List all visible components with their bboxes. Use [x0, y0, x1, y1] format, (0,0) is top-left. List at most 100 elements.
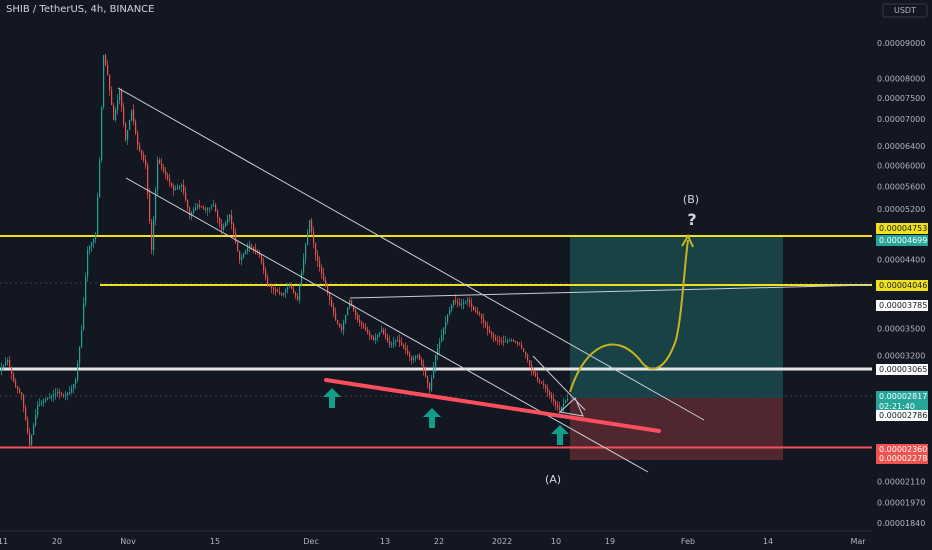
- candle-body: [455, 300, 457, 302]
- candle-body: [25, 407, 27, 420]
- x-tick-label: 22: [434, 537, 444, 546]
- currency-label: USDT: [894, 6, 916, 15]
- candle-body: [227, 218, 229, 223]
- candle-body: [11, 367, 13, 375]
- trend-line[interactable]: [125, 177, 649, 473]
- price-tag-label: 0.00003065: [879, 365, 927, 374]
- candle-body: [435, 355, 437, 367]
- candle-body: [41, 402, 43, 404]
- x-tick-label: 15: [210, 537, 220, 546]
- price-tag[interactable]: 0.00004046: [876, 280, 928, 291]
- candle-body: [327, 286, 329, 294]
- candle-body: [489, 330, 491, 333]
- candle-body: [391, 343, 393, 345]
- candle-body: [173, 186, 175, 190]
- price-tag[interactable]: 0.00002360: [876, 444, 928, 455]
- candle-body: [443, 328, 445, 335]
- candle-body: [3, 365, 5, 368]
- price-tag[interactable]: 0.00004699: [876, 235, 928, 246]
- price-tag[interactable]: 0.00002278: [876, 453, 928, 464]
- y-tick-label: 0.00006000: [877, 162, 925, 171]
- candle-body: [407, 350, 409, 354]
- candle-body: [193, 210, 195, 213]
- x-tick-label: 10: [551, 537, 561, 546]
- price-tag-label: 0.00002786: [879, 411, 927, 420]
- candle-body: [373, 337, 375, 340]
- candle-body: [385, 333, 387, 338]
- price-tag[interactable]: 0.00002786: [876, 410, 928, 421]
- candle-body: [285, 290, 287, 293]
- candle-body: [35, 415, 37, 425]
- up-arrow-icon: [323, 388, 341, 408]
- candle-body: [209, 207, 211, 209]
- candle-body: [521, 345, 523, 349]
- candle-body: [461, 303, 463, 305]
- candle-body: [153, 220, 155, 250]
- candle-body: [189, 207, 191, 215]
- candle-body: [129, 120, 131, 130]
- price-tag[interactable]: 0.00003785: [876, 300, 928, 311]
- candle-body: [357, 315, 359, 320]
- candle-body: [239, 251, 241, 260]
- candle-body: [361, 322, 363, 325]
- candle-body: [9, 360, 11, 368]
- candle-body: [365, 327, 367, 330]
- candle-body: [123, 106, 125, 124]
- candle-body: [459, 303, 461, 305]
- trend-line[interactable]: [117, 87, 705, 421]
- candle-body: [99, 160, 101, 198]
- candle-body: [371, 335, 373, 338]
- candle-body: [369, 332, 371, 335]
- price-tag[interactable]: 0.00003065: [876, 364, 928, 375]
- candle-body: [211, 206, 213, 208]
- price-tag[interactable]: 0.00004753: [876, 223, 928, 234]
- candle-body: [495, 337, 497, 340]
- x-tick-label: 2022: [492, 537, 512, 546]
- trend-line[interactable]: [349, 284, 871, 299]
- candle-body: [109, 75, 111, 90]
- stop-zone: [570, 398, 783, 460]
- candle-body: [431, 378, 433, 390]
- candle-body: [63, 394, 65, 396]
- candle-body: [335, 313, 337, 320]
- candle-body: [379, 332, 381, 335]
- candle-body: [471, 303, 473, 307]
- y-tick-label: 0.00005200: [877, 205, 925, 214]
- candle-body: [475, 310, 477, 312]
- candle-body: [437, 348, 439, 355]
- candle-body: [505, 341, 507, 343]
- candle-body: [527, 355, 529, 360]
- y-tick-label: 0.00007000: [877, 115, 925, 124]
- candle-body: [171, 182, 173, 187]
- candle-body: [477, 311, 479, 314]
- candle-body: [465, 301, 467, 303]
- currency-badge[interactable]: [882, 3, 928, 18]
- candle-body: [1, 367, 3, 370]
- candle-body: [175, 188, 177, 190]
- candle-body: [347, 307, 349, 315]
- candle-body: [47, 398, 49, 400]
- support-line[interactable]: [324, 378, 661, 433]
- candle-body: [75, 380, 77, 384]
- candle-body: [367, 330, 369, 333]
- candle-body: [259, 253, 261, 255]
- candle-body: [457, 301, 459, 304]
- y-tick-label: 0.00001840: [877, 519, 925, 528]
- candle-body: [49, 397, 51, 399]
- candle-body: [341, 326, 343, 330]
- x-tick-label: Feb: [681, 537, 695, 546]
- candle-body: [255, 249, 257, 251]
- candle-body: [203, 207, 205, 209]
- candle-body: [325, 280, 327, 287]
- candle-body: [199, 205, 201, 207]
- candle-body: [399, 340, 401, 343]
- candle-body: [181, 185, 183, 187]
- candle-body: [273, 287, 275, 290]
- candle-body: [169, 178, 171, 183]
- candle-body: [523, 348, 525, 352]
- candle-body: [139, 145, 141, 150]
- candle-body: [213, 205, 215, 207]
- candle-body: [353, 305, 355, 310]
